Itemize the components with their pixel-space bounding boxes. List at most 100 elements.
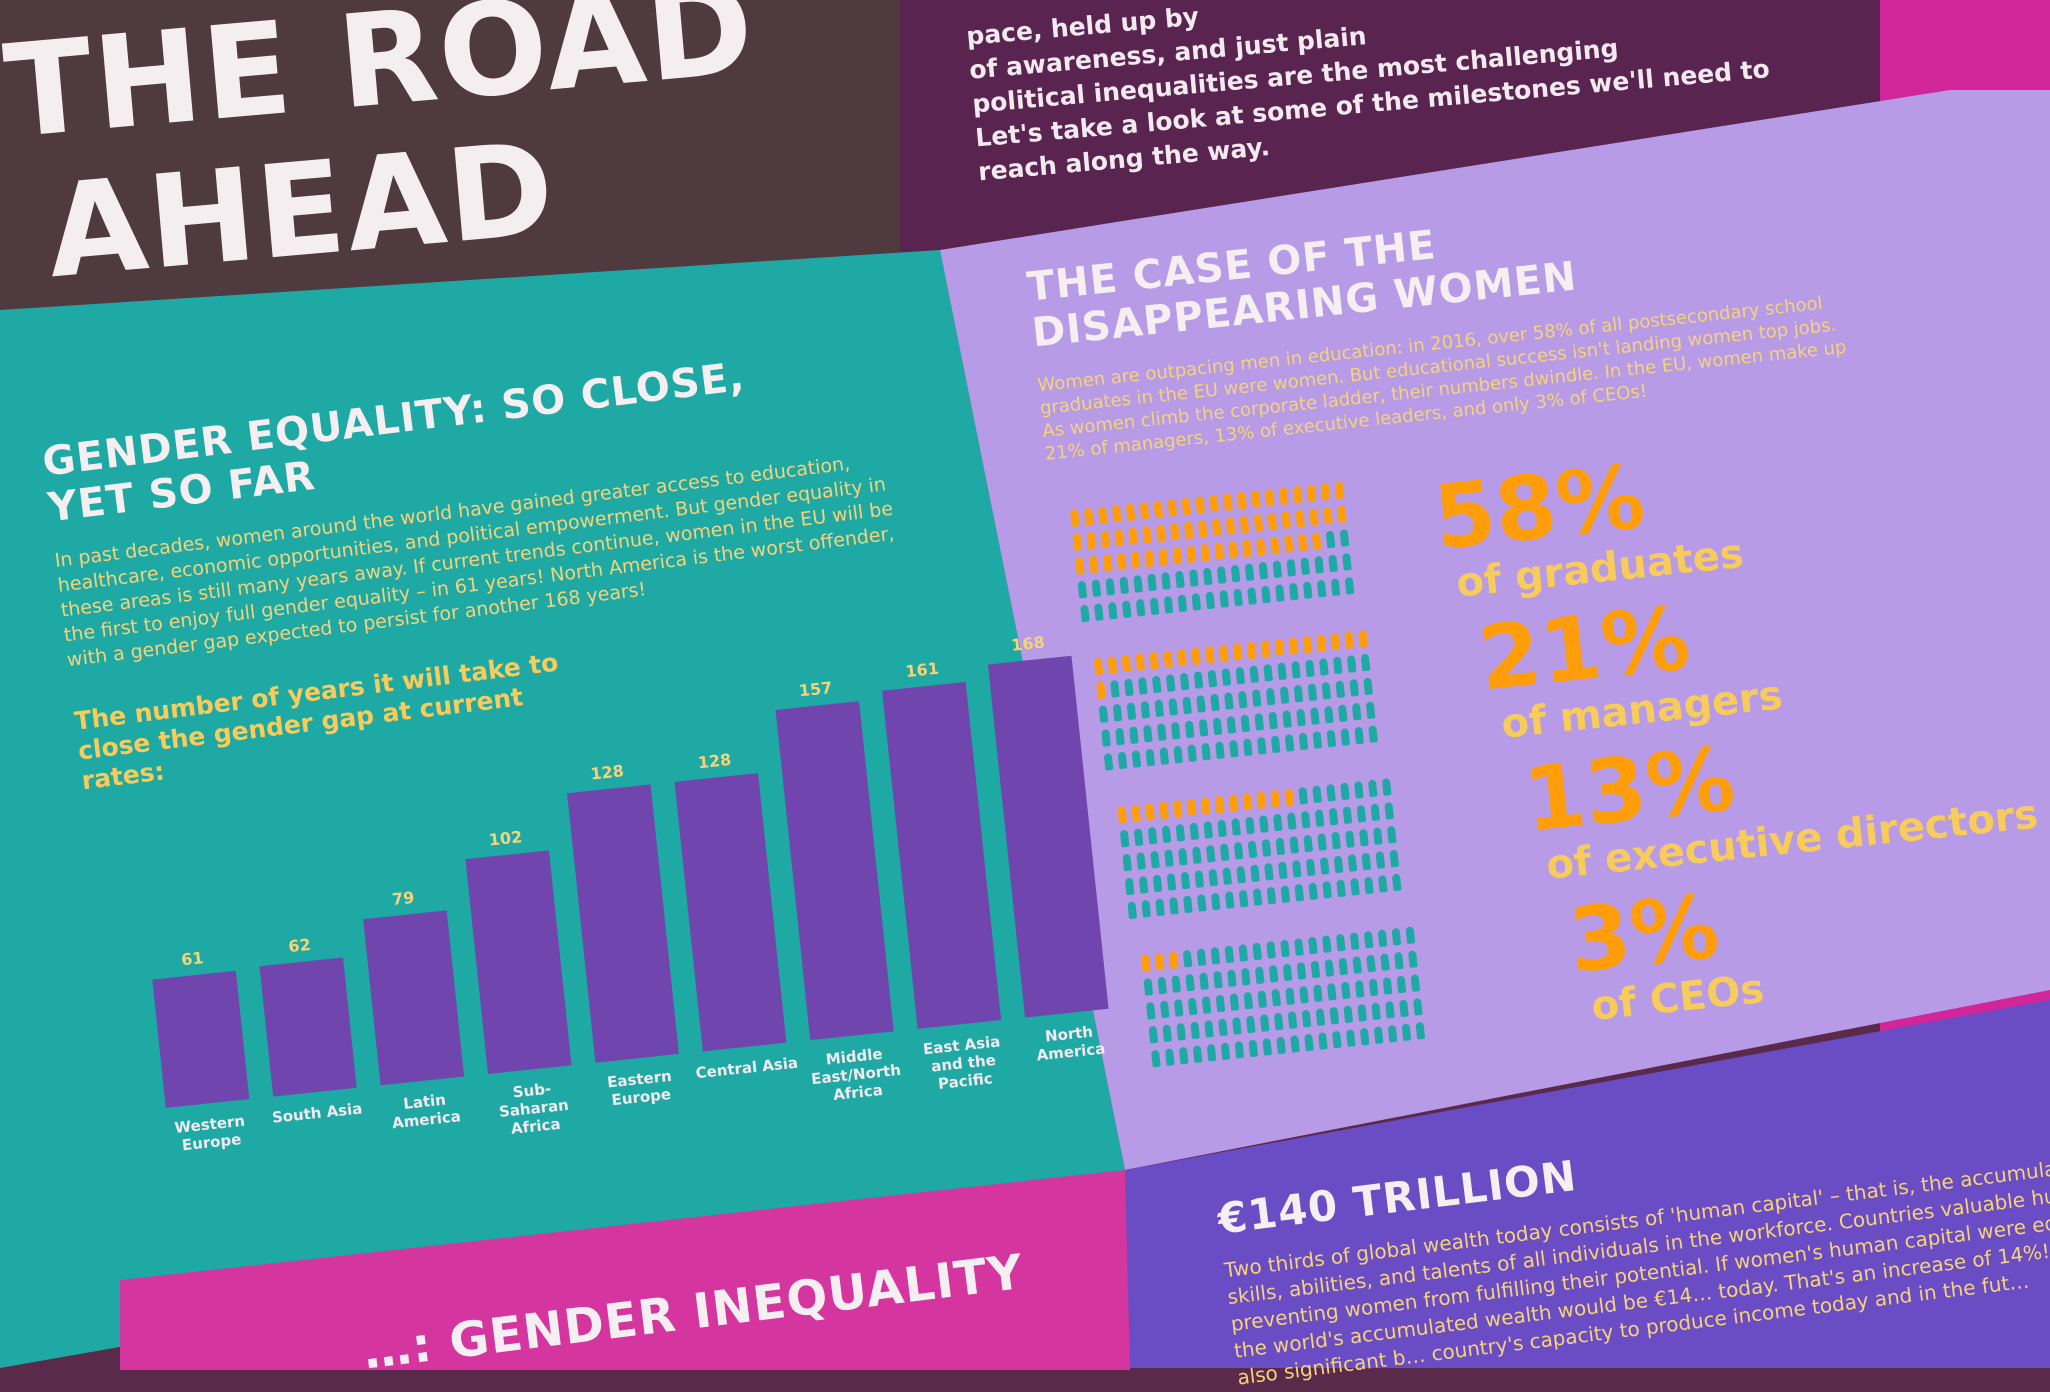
person-icon <box>1233 841 1244 860</box>
person-icon <box>1286 812 1297 830</box>
person-icon <box>1247 587 1257 605</box>
person-icon <box>1294 938 1304 956</box>
person-icon <box>1274 638 1285 657</box>
person-icon <box>1268 711 1278 730</box>
person-icon <box>1266 886 1277 905</box>
person-icon <box>1302 581 1313 599</box>
person-icon <box>1175 823 1186 842</box>
person-icon <box>1224 891 1235 909</box>
person-icon <box>1389 849 1400 868</box>
person-icon <box>1353 780 1364 799</box>
person-icon <box>1280 939 1290 958</box>
person-icon <box>1138 875 1149 894</box>
person-icon <box>1278 487 1289 505</box>
person-icon <box>1125 503 1136 522</box>
person-icon <box>1251 689 1262 707</box>
person-icon <box>1386 825 1397 844</box>
person-icon <box>1343 1005 1354 1024</box>
person-icon <box>1243 991 1254 1010</box>
person-icon <box>1165 674 1176 692</box>
person-icon <box>1093 657 1104 676</box>
person-icon <box>1177 594 1188 613</box>
person-icon <box>1282 710 1292 728</box>
person-icon <box>1272 813 1283 832</box>
person-icon <box>1215 994 1226 1013</box>
people-pictogram <box>1070 474 1471 1106</box>
person-icon <box>1307 683 1318 702</box>
person-icon <box>1283 534 1294 553</box>
person-icon <box>1261 838 1272 857</box>
person-icon <box>1133 574 1143 593</box>
person-icon <box>1101 729 1111 747</box>
person-icon <box>1238 943 1249 962</box>
bar-category-label: Latin America <box>391 1090 462 1133</box>
person-icon <box>1277 662 1287 681</box>
person-icon <box>1293 684 1304 703</box>
person-icon <box>1212 717 1223 736</box>
person-icon <box>1182 949 1193 968</box>
person-icon <box>1331 831 1341 850</box>
person-icon <box>1297 533 1308 552</box>
person-icon <box>1208 868 1219 887</box>
person-icon <box>1250 864 1260 883</box>
person-icon <box>1168 951 1179 970</box>
person-icon <box>1298 732 1309 751</box>
person-icon <box>1188 569 1199 587</box>
person-icon <box>1323 705 1334 724</box>
person-icon <box>1291 859 1302 878</box>
person-icon <box>1114 528 1125 547</box>
person-icon <box>1251 490 1261 508</box>
person-icon <box>1220 1042 1231 1061</box>
person-icon <box>1170 721 1181 740</box>
person-icon <box>1319 856 1330 875</box>
person-icon <box>1226 715 1237 734</box>
bar-category-label: Eastern Europe <box>606 1066 673 1110</box>
person-icon <box>1182 696 1192 715</box>
person-icon <box>1169 522 1180 541</box>
person-icon <box>1248 1039 1259 1058</box>
person-icon <box>1177 847 1188 866</box>
person-icon <box>1246 641 1257 660</box>
bar-value-label: 102 <box>487 827 524 850</box>
person-icon <box>1290 1035 1300 1053</box>
person-icon <box>1235 666 1246 685</box>
bar-category-label: Middle East/North Africa <box>810 1044 902 1104</box>
person-icon <box>1242 738 1253 757</box>
person-icon <box>1204 1019 1214 1038</box>
person-icon <box>1329 1006 1340 1025</box>
person-icon <box>1187 744 1197 762</box>
person-icon <box>1102 553 1113 572</box>
person-icon <box>1314 809 1325 827</box>
person-icon <box>1391 927 1402 946</box>
bar-value-label: 61 <box>180 948 205 970</box>
person-icon <box>1189 822 1200 841</box>
person-icon <box>1335 680 1346 699</box>
bar-chart: 61 Western Europe 62 South Asia 79 Latin Amer… <box>125 618 1154 1238</box>
person-icon <box>1358 828 1369 847</box>
person-icon <box>1252 888 1263 906</box>
person-icon <box>1295 509 1306 528</box>
person-icon <box>1140 954 1151 972</box>
person-icon <box>1121 654 1132 673</box>
person-icon <box>1328 554 1338 573</box>
person-icon <box>1158 548 1169 566</box>
person-icon <box>1119 829 1130 848</box>
person-icon <box>1258 561 1269 580</box>
person-icon <box>1214 542 1224 561</box>
person-icon <box>1263 663 1273 682</box>
person-icon <box>1315 1008 1326 1026</box>
person-icon <box>1131 804 1141 823</box>
person-icon <box>1202 567 1213 586</box>
person-icon <box>1256 791 1267 809</box>
person-icon <box>1127 901 1138 920</box>
person-icon <box>1337 704 1348 722</box>
person-icon <box>1100 530 1111 548</box>
person-icon <box>1410 974 1421 992</box>
person-icon <box>1173 999 1184 1017</box>
person-icon <box>1191 846 1202 865</box>
person-icon <box>1308 882 1319 901</box>
person-icon <box>1195 495 1206 514</box>
person-icon <box>1161 825 1172 844</box>
person-icon <box>1163 595 1174 614</box>
person-icon <box>1307 936 1318 955</box>
